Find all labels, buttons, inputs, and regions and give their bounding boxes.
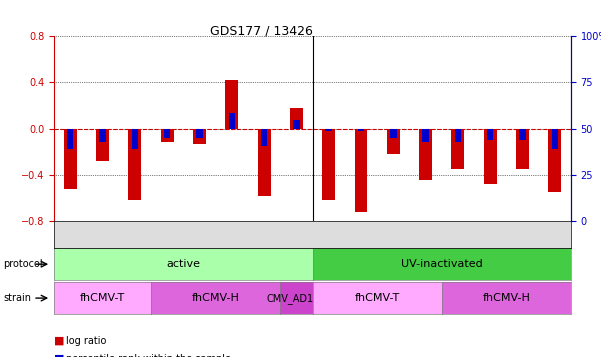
Bar [64, 129, 77, 189]
Text: active: active [166, 259, 200, 269]
Bar [258, 129, 270, 196]
Bar [419, 129, 432, 180]
Bar [225, 80, 238, 129]
Bar [423, 129, 429, 142]
Bar [160, 129, 174, 142]
Bar [67, 129, 73, 149]
Text: fhCMV-H: fhCMV-H [192, 293, 240, 303]
Bar [99, 129, 106, 142]
Text: strain: strain [3, 293, 31, 303]
Bar [293, 120, 299, 129]
Bar [132, 129, 138, 149]
Text: fhCMV-T: fhCMV-T [355, 293, 400, 303]
Text: ■: ■ [54, 336, 64, 346]
Bar [516, 129, 529, 169]
Bar [548, 129, 561, 192]
Bar [487, 129, 493, 140]
Bar [390, 129, 397, 138]
Bar [484, 129, 496, 184]
Text: CMV_AD169: CMV_AD169 [267, 293, 326, 303]
Bar [129, 129, 141, 200]
Text: fhCMV-T: fhCMV-T [80, 293, 125, 303]
Text: UV-inactivated: UV-inactivated [401, 259, 483, 269]
Bar [519, 129, 526, 140]
Text: fhCMV-H: fhCMV-H [483, 293, 530, 303]
Bar [358, 129, 364, 131]
Text: protocol: protocol [3, 259, 43, 269]
Bar [290, 108, 303, 129]
Bar [196, 129, 203, 138]
Bar [261, 129, 267, 146]
Bar [552, 129, 558, 149]
Text: GDS177 / 13426: GDS177 / 13426 [210, 25, 313, 38]
Bar [96, 129, 109, 161]
Bar [322, 129, 335, 200]
Bar [451, 129, 465, 169]
Text: log ratio: log ratio [66, 336, 106, 346]
Bar [387, 129, 400, 154]
Bar [193, 129, 206, 144]
Text: percentile rank within the sample: percentile rank within the sample [66, 354, 231, 357]
Bar [454, 129, 461, 142]
Text: ■: ■ [54, 354, 64, 357]
Bar [326, 129, 332, 131]
Bar [355, 129, 367, 212]
Bar [164, 129, 171, 138]
Bar [228, 114, 235, 129]
